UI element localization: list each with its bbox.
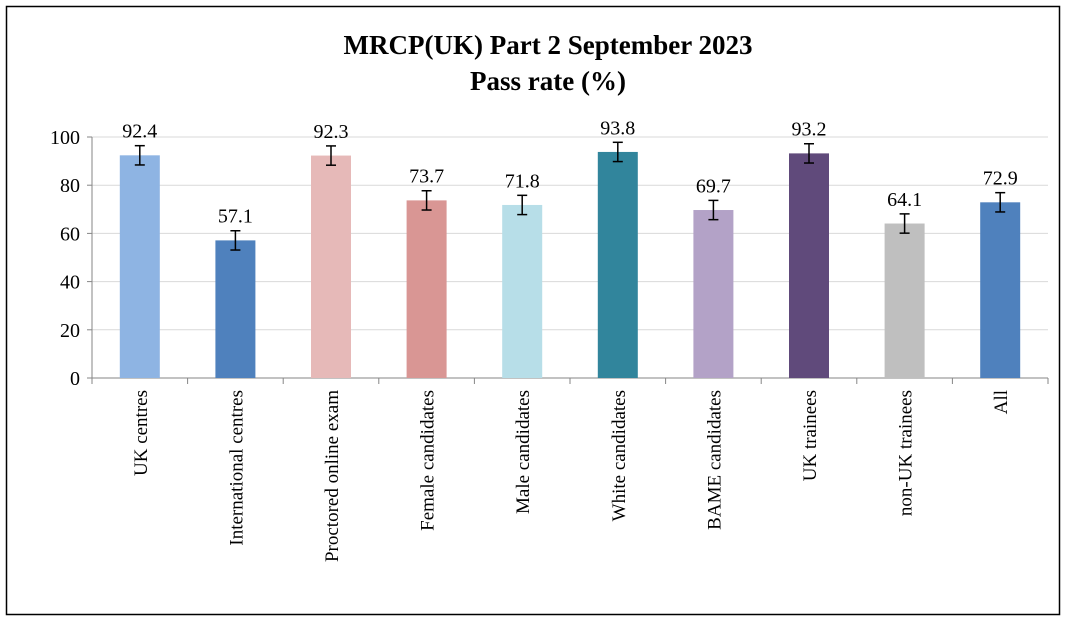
x-tick-label: UK centres (131, 390, 152, 476)
value-label: 93.2 (792, 119, 827, 141)
y-tick-label: 20 (60, 320, 80, 342)
bar (215, 240, 256, 378)
value-label: 71.8 (505, 170, 540, 192)
bar (597, 151, 638, 378)
x-tick-label: non-UK trainees (896, 390, 917, 516)
value-label: 69.7 (696, 175, 731, 197)
bar (311, 155, 351, 378)
value-label: 73.7 (409, 166, 444, 188)
x-tick-label: BAME candidates (704, 390, 725, 530)
x-tick-label: White candidates (609, 390, 630, 521)
x-tick-label: Male candidates (513, 390, 534, 514)
bar (980, 202, 1021, 378)
y-tick-label: 0 (70, 368, 80, 390)
x-tick-label: All (991, 390, 1012, 414)
value-label: 64.1 (887, 189, 922, 211)
bar (119, 155, 160, 378)
value-label: 72.9 (983, 168, 1018, 190)
y-tick-label: 60 (60, 223, 80, 245)
bar (884, 223, 925, 378)
chart-title: MRCP(UK) Part 2 September 2023 (344, 30, 753, 60)
value-label: 92.4 (122, 121, 157, 143)
x-tick-label: International centres (226, 390, 247, 546)
y-tick-label: 40 (60, 272, 80, 294)
bar (693, 210, 734, 378)
y-tick-label: 100 (50, 127, 80, 149)
bar (502, 204, 543, 378)
x-tick-label: Female candidates (418, 390, 439, 531)
value-label: 93.8 (600, 117, 635, 139)
value-label: 57.1 (218, 206, 253, 228)
bar (406, 200, 447, 378)
value-label: 92.3 (314, 121, 349, 143)
x-tick-label: UK trainees (800, 390, 821, 481)
chart-subtitle: Pass rate (%) (470, 66, 626, 96)
y-tick-label: 80 (60, 175, 80, 197)
bar (789, 153, 829, 378)
x-tick-label: Proctored online exam (322, 390, 343, 562)
